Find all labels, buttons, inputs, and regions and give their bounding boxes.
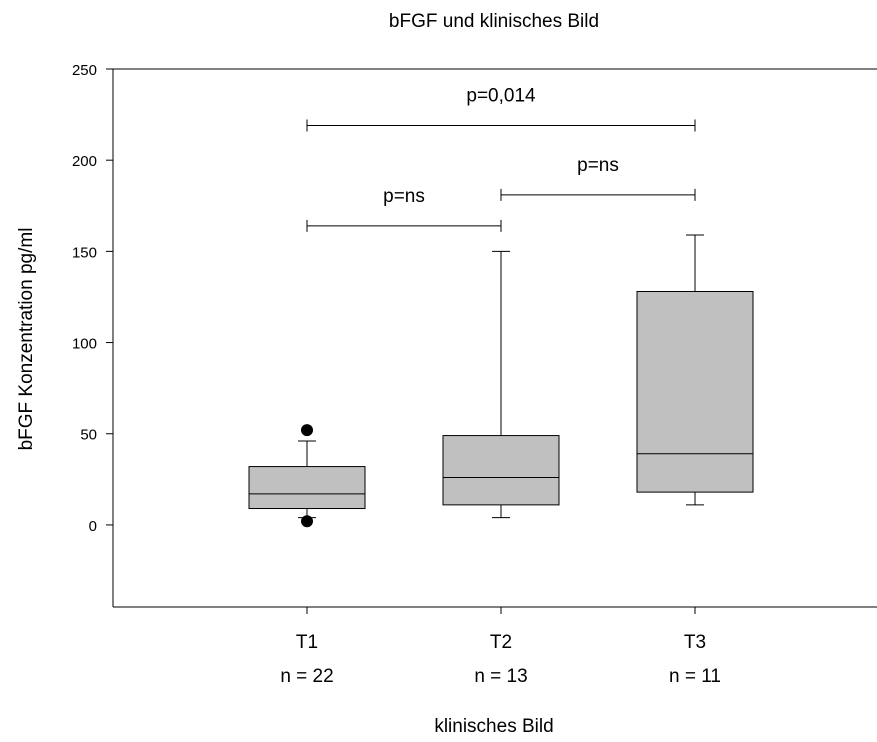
count-label-t2: n = 13	[474, 666, 527, 687]
y-tick-label-250: 250	[72, 62, 97, 79]
significance-brackets: p=0,014 p=ns p=ns	[306, 86, 696, 232]
count-label-t1: n = 22	[280, 666, 333, 687]
y-tick-label-100: 100	[72, 336, 97, 353]
box-t2	[442, 250, 560, 519]
box-iqr	[248, 466, 366, 510]
x-axis-label: klinisches Bild	[434, 716, 553, 737]
outlier-point	[301, 424, 313, 437]
y-tick-label-200: 200	[72, 153, 97, 170]
box-iqr	[636, 290, 754, 493]
box-t1	[248, 424, 366, 528]
bracket-t2-t3: p=ns	[500, 155, 696, 201]
y-axis-ticks: 0 50 100 150 200 250	[72, 62, 113, 535]
bracket-t1-t2: p=ns	[306, 186, 502, 232]
bracket-t1-t3: p=0,014	[306, 86, 696, 132]
x-axis-ticks: T1 n = 22 T2 n = 13 T3 n = 11	[280, 607, 721, 687]
box-iqr	[442, 435, 560, 506]
box-t3	[636, 234, 754, 506]
count-label-t3: n = 11	[669, 666, 721, 687]
x-tick-label-t1: T1	[296, 632, 318, 653]
outlier-point	[301, 515, 313, 528]
p-value-label: p=ns	[383, 186, 425, 207]
p-value-label: p=0,014	[466, 86, 536, 107]
y-axis-label: bFGF Konzentration pg/ml	[16, 228, 37, 451]
box-series	[248, 234, 754, 528]
p-value-label: p=ns	[577, 155, 619, 176]
x-tick-label-t2: T2	[490, 632, 512, 653]
y-tick-label-0: 0	[89, 518, 97, 535]
chart-title: bFGF und klinisches Bild	[389, 11, 599, 32]
x-tick-label-t3: T3	[684, 632, 706, 653]
y-tick-label-50: 50	[80, 427, 97, 444]
y-tick-label-150: 150	[72, 244, 97, 261]
axes	[112, 68, 877, 608]
